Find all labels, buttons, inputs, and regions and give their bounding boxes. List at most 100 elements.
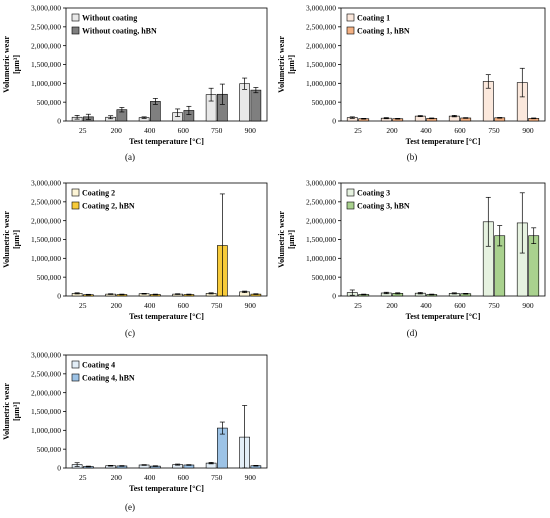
y-tick-label: 1,000,000	[306, 254, 336, 263]
legend-swatch	[71, 188, 80, 197]
x-tick-label: 25	[354, 301, 362, 310]
legend: Coating 2 Coating 2, hBN	[71, 188, 135, 211]
x-tick-label: 400	[420, 301, 432, 310]
legend: Coating 4 Coating 4, hBN	[71, 360, 135, 383]
x-tick-label: 200	[386, 126, 398, 135]
x-tick-label: 900	[245, 301, 257, 310]
x-tick-label: 750	[488, 126, 500, 135]
y-axis-title: Volumetric wear	[2, 211, 11, 268]
x-tick-label: 400	[144, 301, 156, 310]
x-axis-title: Test temperature [°C]	[129, 137, 204, 146]
y-tick-label: 0	[57, 292, 61, 301]
chart-panel: 0 500,000 1,000,000 1,500,000 2,000,000 2,500…	[277, 4, 546, 162]
plot-frame	[340, 182, 546, 297]
x-tick-label: 900	[245, 126, 257, 135]
legend-swatch	[346, 188, 355, 197]
legend-swatch	[346, 201, 355, 210]
x-tick-label: 750	[211, 473, 223, 482]
legend-swatch	[71, 13, 80, 22]
legend-swatch	[346, 26, 355, 35]
x-axis-title: Test temperature [°C]	[406, 137, 481, 146]
y-tick-label: 2,000,000	[31, 41, 61, 50]
legend: Coating 1 Coating 1, hBN	[346, 14, 410, 36]
y-axis-title: [µm³]	[12, 55, 21, 74]
y-axis-title: [µm³]	[12, 402, 21, 421]
y-tick-label: 3,000,000	[306, 179, 336, 188]
panel-caption: (d)	[407, 328, 418, 338]
x-tick-label: 25	[79, 473, 87, 482]
x-tick-label: 400	[420, 126, 432, 135]
y-tick-label: 1,500,000	[31, 407, 61, 416]
y-tick-label: 2,500,000	[31, 197, 61, 206]
legend-swatch	[71, 201, 80, 210]
legend-swatch	[71, 360, 80, 369]
y-axis-title: Volumetric wear	[2, 36, 11, 93]
y-tick-label: 2,000,000	[31, 216, 61, 225]
legend: Without coating Without coating, hBN	[71, 13, 157, 36]
y-tick-label: 3,000,000	[31, 351, 61, 360]
y-tick-label: 1,500,000	[31, 235, 61, 244]
legend: Coating 3 Coating 3, hBN	[346, 188, 410, 211]
y-tick-label: 500,000	[37, 273, 62, 282]
legend-swatch	[71, 373, 80, 382]
y-tick-label: 0	[57, 464, 61, 473]
x-tick-label: 25	[79, 301, 87, 310]
legend-label: Coating 4, hBN	[82, 374, 135, 383]
x-tick-label: 200	[111, 126, 123, 135]
panel-caption: (a)	[125, 152, 135, 162]
x-tick-label: 600	[178, 473, 190, 482]
bar	[528, 235, 540, 297]
x-tick-label: 200	[111, 473, 123, 482]
legend-label: Coating 4	[82, 361, 115, 370]
y-tick-label: 0	[57, 117, 61, 126]
plot-frame	[340, 7, 546, 122]
plot-frame	[65, 354, 268, 469]
y-axis-title: [µm³]	[287, 55, 296, 74]
legend-label: Coating 2	[82, 189, 115, 198]
y-tick-label: 2,500,000	[306, 22, 336, 31]
x-tick-label: 400	[144, 473, 156, 482]
x-tick-label: 600	[178, 301, 190, 310]
y-tick-label: 2,500,000	[31, 22, 61, 31]
y-axis-title: Volumetric wear	[2, 383, 11, 440]
y-tick-label: 1,000,000	[306, 79, 336, 88]
y-tick-label: 0	[332, 117, 336, 126]
x-tick-label: 600	[454, 301, 466, 310]
legend-label: Coating 2, hBN	[82, 202, 135, 211]
y-tick-label: 2,500,000	[31, 369, 61, 378]
y-tick-label: 2,000,000	[306, 216, 336, 225]
y-tick-label: 500,000	[37, 98, 62, 107]
legend-label: Coating 1	[357, 14, 390, 23]
chart-panel: 0 500,000 1,000,000 1,500,000 2,000,000 2,500…	[2, 4, 268, 162]
y-tick-label: 1,500,000	[306, 235, 336, 244]
legend-label: Coating 3, hBN	[357, 202, 410, 211]
y-axis-title: [µm³]	[287, 230, 296, 249]
y-tick-label: 2,000,000	[306, 41, 336, 50]
legend-label: Coating 3	[357, 189, 390, 198]
x-tick-label: 900	[522, 126, 534, 135]
y-tick-label: 500,000	[312, 98, 337, 107]
x-tick-label: 400	[144, 126, 156, 135]
y-tick-label: 0	[332, 292, 336, 301]
y-tick-label: 1,500,000	[31, 60, 61, 69]
plot-frame	[65, 182, 268, 297]
legend-label: Without coating, hBN	[82, 27, 157, 36]
y-tick-label: 3,000,000	[306, 4, 336, 13]
x-axis-title: Test temperature [°C]	[129, 312, 204, 321]
y-tick-label: 500,000	[37, 445, 62, 454]
plot-frame	[65, 7, 268, 122]
x-tick-label: 750	[211, 301, 223, 310]
x-tick-label: 600	[454, 126, 466, 135]
x-axis-title: Test temperature [°C]	[129, 484, 204, 493]
y-tick-label: 500,000	[312, 273, 337, 282]
x-tick-label: 750	[211, 126, 223, 135]
y-axis-title: Volumetric wear	[277, 36, 286, 93]
y-tick-label: 2,000,000	[31, 388, 61, 397]
y-axis-title: Volumetric wear	[277, 211, 286, 268]
x-axis-title: Test temperature [°C]	[406, 312, 481, 321]
x-tick-label: 25	[79, 126, 87, 135]
legend-label: Coating 1, hBN	[357, 27, 410, 36]
legend-label: Without coating	[82, 14, 137, 23]
y-tick-label: 1,500,000	[306, 60, 336, 69]
